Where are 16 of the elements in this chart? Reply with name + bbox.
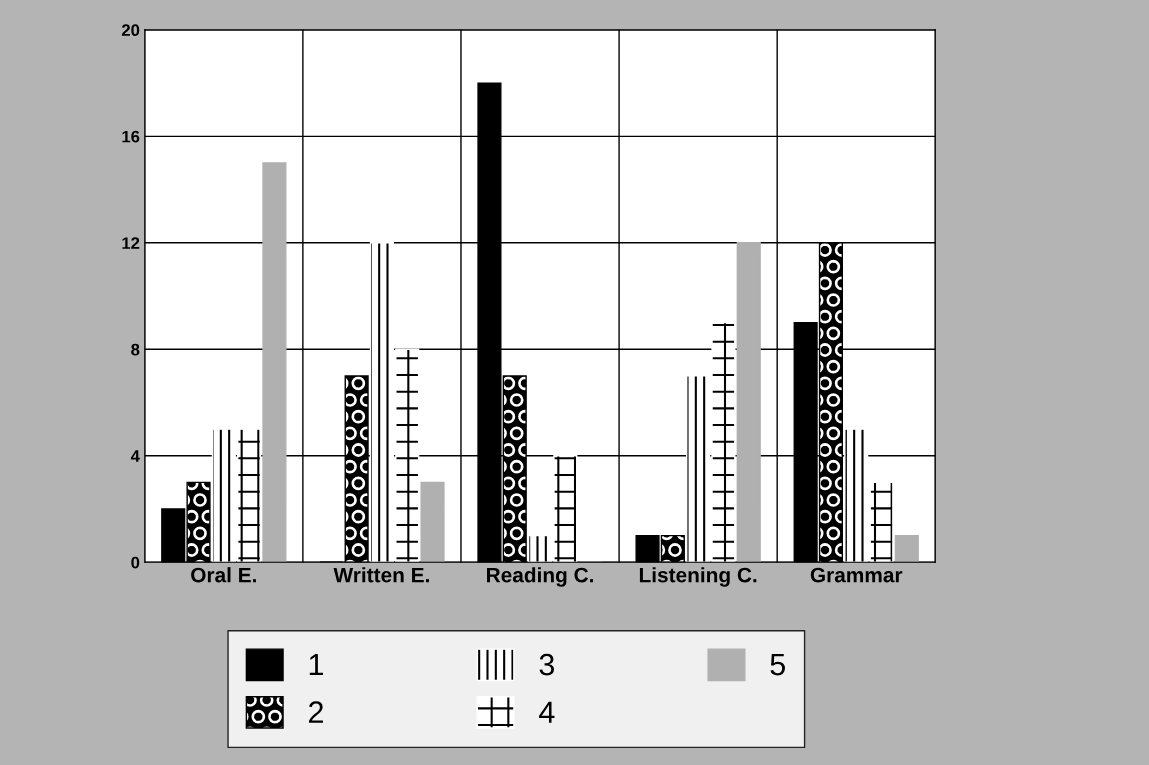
legend-label: 3 [539,653,555,676]
y-tick-label: 20 [121,24,140,37]
legend-label: 2 [309,701,323,723]
x-tick-label: Oral E. [191,567,256,583]
legend-label: 5 [770,654,785,676]
x-tick-label: Reading C. [487,567,593,587]
x-tick-label: Listening C. [639,567,757,587]
legend-label: 1 [309,654,323,676]
y-tick-label: 0 [131,556,140,569]
x-tick-label: Grammar [810,567,903,583]
y-tick-label: 8 [131,343,140,356]
x-tick-label: Written E. [333,567,429,583]
y-tick-label: 12 [122,237,140,249]
y-tick-label: 4 [130,450,140,462]
legend-label: 4 [539,701,555,723]
y-tick-label: 16 [122,130,140,143]
